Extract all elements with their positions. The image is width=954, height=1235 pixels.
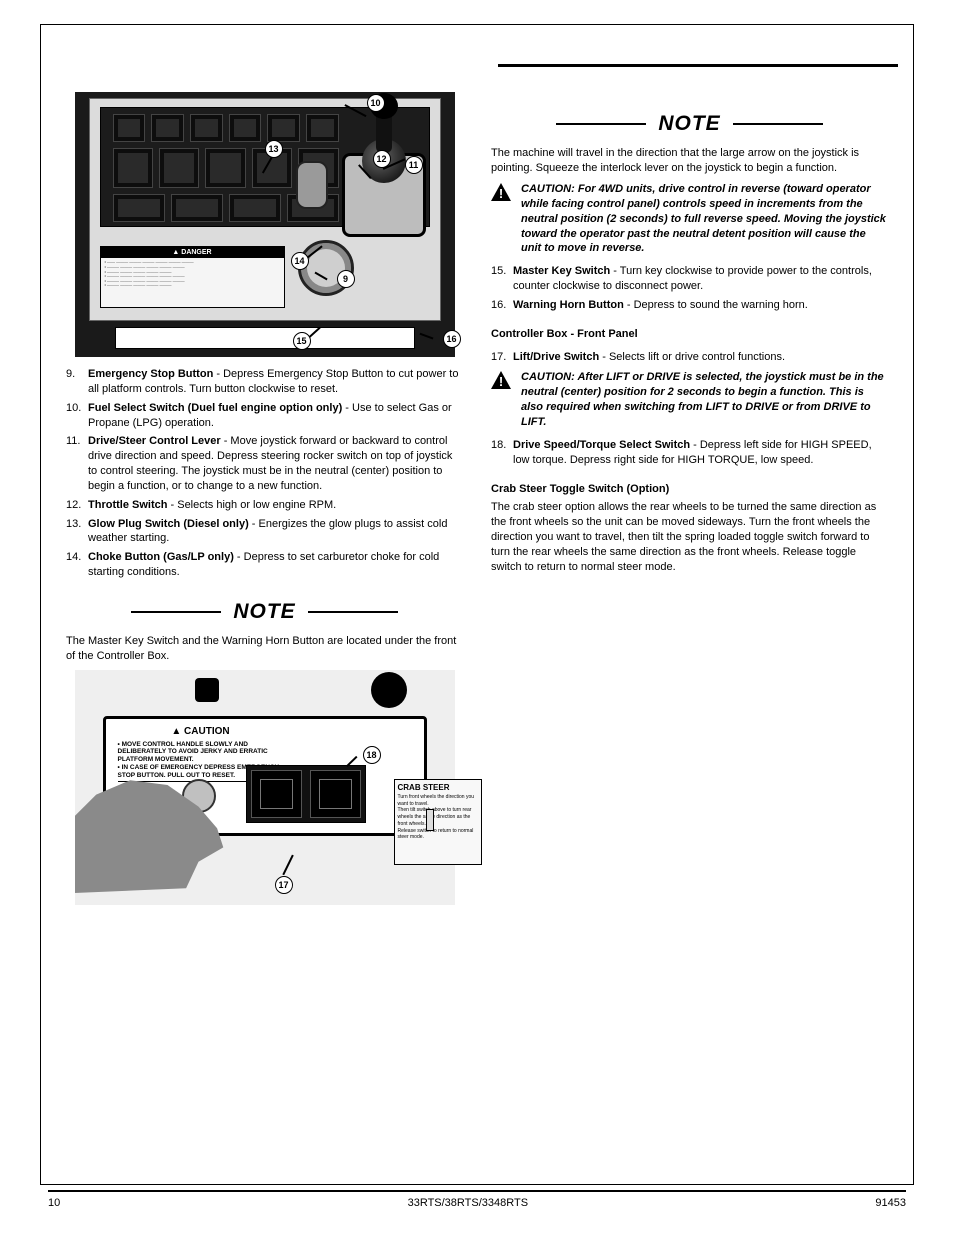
decal-icon bbox=[267, 114, 300, 142]
control-panel-body: ▲ DANGER • —— ——— ——— ——— ——— ——— ———• —… bbox=[89, 98, 441, 321]
list-item: 17.Lift/Drive Switch - Selects lift or d… bbox=[491, 350, 888, 365]
callout-17: 17 bbox=[275, 876, 293, 894]
decal-icon bbox=[306, 114, 339, 142]
caution-label-strip bbox=[115, 327, 415, 349]
figure-controller-top: ▲ DANGER • —— ——— ——— ——— ——— ——— ———• —… bbox=[75, 92, 455, 357]
caution-block: ! CAUTION: For 4WD units, drive control … bbox=[491, 182, 888, 256]
page-footer: 10 33RTS/38RTS/3348RTS 91453 bbox=[48, 1190, 906, 1211]
danger-decal: ▲ DANGER • —— ——— ——— ——— ——— ——— ———• —… bbox=[100, 246, 285, 308]
callout-10: 10 bbox=[367, 94, 385, 112]
caution-block: ! CAUTION: After LIFT or DRIVE is select… bbox=[491, 370, 888, 429]
callout-11: 11 bbox=[405, 156, 423, 174]
note-word: NOTE bbox=[658, 110, 720, 138]
footer-page-number: 10 bbox=[48, 1196, 60, 1211]
right-item-list-2: 17.Lift/Drive Switch - Selects lift or d… bbox=[491, 350, 888, 365]
list-item: 15.Master Key Switch - Turn key clockwis… bbox=[491, 264, 888, 294]
list-item: 16.Warning Horn Button - Depress to soun… bbox=[491, 298, 888, 313]
decal-icon bbox=[113, 194, 165, 222]
page: ▲ DANGER • —— ——— ——— ——— ——— ——— ———• —… bbox=[0, 0, 954, 1235]
note-rule bbox=[131, 611, 221, 613]
callout-16: 16 bbox=[443, 330, 461, 348]
list-item: 9.Emergency Stop Button - Depress Emerge… bbox=[66, 367, 463, 397]
decal-icon bbox=[151, 114, 184, 142]
note-body: The Master Key Switch and the Warning Ho… bbox=[66, 634, 463, 664]
note-word: NOTE bbox=[233, 598, 295, 626]
callout-13: 13 bbox=[265, 140, 283, 158]
caution-heading: ▲ CAUTION bbox=[118, 725, 284, 739]
decal-icon bbox=[113, 114, 146, 142]
decal-row-1 bbox=[113, 114, 339, 142]
note-heading: NOTE bbox=[66, 598, 463, 626]
section-heading-crab-steer: Crab Steer Toggle Switch (Option) bbox=[491, 482, 888, 497]
joystick-boot bbox=[371, 672, 407, 708]
left-column: ▲ DANGER • —— ——— ——— ——— ——— ——— ———• —… bbox=[66, 92, 463, 915]
list-item: 12.Throttle Switch - Selects high or low… bbox=[66, 498, 463, 513]
warning-icon: ! bbox=[491, 371, 511, 389]
danger-text: • —— ——— ——— ——— ——— ——— ———• ——— ——— ——… bbox=[101, 258, 284, 290]
callout-9: 9 bbox=[337, 270, 355, 288]
decal-icon bbox=[159, 148, 199, 188]
left-item-list: 9.Emergency Stop Button - Depress Emerge… bbox=[66, 367, 463, 580]
right-item-list-1: 15.Master Key Switch - Turn key clockwis… bbox=[491, 264, 888, 313]
decal-icon bbox=[190, 114, 223, 142]
section-heading-front-panel: Controller Box - Front Panel bbox=[491, 327, 888, 342]
svg-text:!: ! bbox=[499, 374, 503, 389]
callout-12: 12 bbox=[373, 150, 391, 168]
lift-drive-decal bbox=[246, 765, 366, 823]
warning-icon: ! bbox=[491, 183, 511, 201]
figure-controller-front: ▲ CAUTION • MOVE CONTROL HANDLE SLOWLY A… bbox=[75, 670, 455, 905]
svg-text:!: ! bbox=[499, 186, 503, 201]
decal-icon bbox=[229, 114, 262, 142]
content-columns: ▲ DANGER • —— ——— ——— ——— ——— ——— ———• —… bbox=[48, 30, 906, 915]
footer-doc-number: 91453 bbox=[875, 1196, 906, 1211]
list-item: 13.Glow Plug Switch (Diesel only) - Ener… bbox=[66, 517, 463, 547]
danger-heading: ▲ DANGER bbox=[101, 247, 284, 258]
decal-icon bbox=[171, 194, 223, 222]
caution-text: CAUTION: For 4WD units, drive control in… bbox=[521, 182, 888, 256]
callout-14: 14 bbox=[291, 252, 309, 270]
note-rule bbox=[308, 611, 398, 613]
note-rule bbox=[733, 123, 823, 125]
caution-text: CAUTION: After LIFT or DRIVE is selected… bbox=[521, 370, 888, 429]
decal-icon bbox=[205, 148, 245, 188]
list-item: 18.Drive Speed/Torque Select Switch - De… bbox=[491, 438, 888, 468]
crab-steer-label: CRAB STEER Turn front wheels the directi… bbox=[394, 779, 482, 865]
note-heading: NOTE bbox=[491, 110, 888, 138]
right-item-list-3: 18.Drive Speed/Torque Select Switch - De… bbox=[491, 438, 888, 468]
note-body: The machine will travel in the direction… bbox=[491, 146, 888, 176]
list-item: 11.Drive/Steer Control Lever - Move joys… bbox=[66, 434, 463, 493]
right-column: NOTE The machine will travel in the dire… bbox=[491, 92, 888, 915]
decal-icon bbox=[229, 194, 281, 222]
throttle-switch bbox=[296, 161, 328, 209]
footer-model: 33RTS/38RTS/3348RTS bbox=[408, 1196, 528, 1211]
top-knob bbox=[195, 678, 219, 702]
decal-icon bbox=[113, 148, 153, 188]
callout-18: 18 bbox=[363, 746, 381, 764]
list-item: 14.Choke Button (Gas/LP only) - Depress … bbox=[66, 550, 463, 580]
callout-15: 15 bbox=[293, 332, 311, 350]
note-rule bbox=[556, 123, 646, 125]
crab-toggle-switch bbox=[426, 809, 434, 831]
list-item: 10.Fuel Select Switch (Duel fuel engine … bbox=[66, 401, 463, 431]
crab-steer-body: The crab steer option allows the rear wh… bbox=[491, 500, 888, 574]
